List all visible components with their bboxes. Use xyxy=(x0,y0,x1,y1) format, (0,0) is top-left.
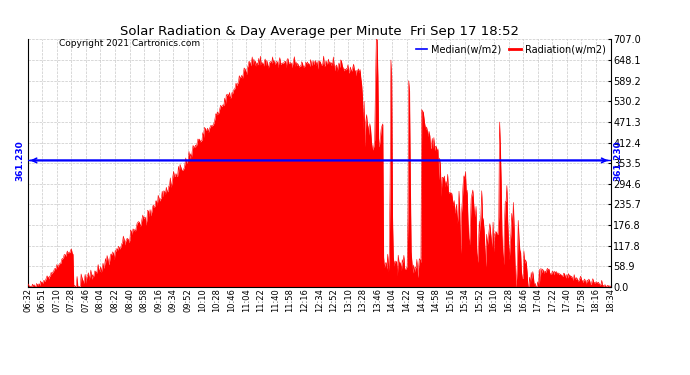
Text: 361.230: 361.230 xyxy=(16,140,25,181)
Text: 361.230: 361.230 xyxy=(613,140,622,181)
Text: Copyright 2021 Cartronics.com: Copyright 2021 Cartronics.com xyxy=(59,39,200,48)
Title: Solar Radiation & Day Average per Minute  Fri Sep 17 18:52: Solar Radiation & Day Average per Minute… xyxy=(119,25,519,38)
Legend: Median(w/m2), Radiation(w/m2): Median(w/m2), Radiation(w/m2) xyxy=(416,44,606,54)
